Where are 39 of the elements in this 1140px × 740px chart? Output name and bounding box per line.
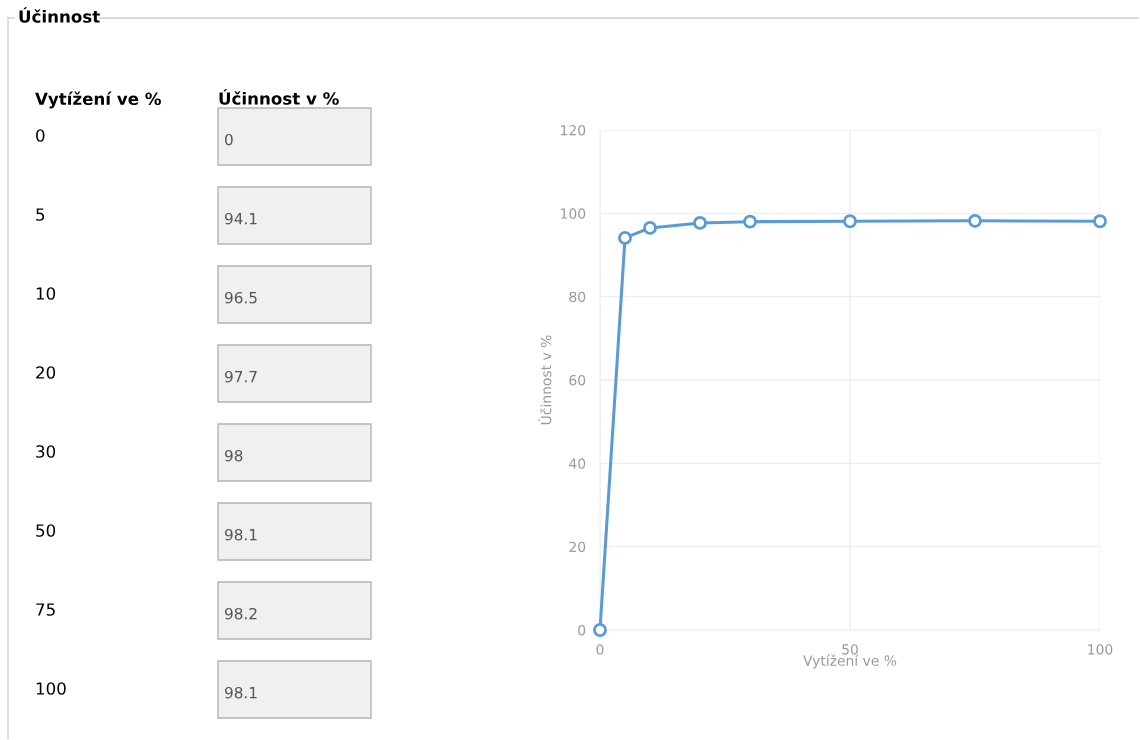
text: 98 — [224, 449, 243, 462]
text: 96.5 — [224, 291, 257, 304]
text: Účinnost v % — [219, 89, 339, 105]
x-tick-label: 50 — [842, 644, 858, 655]
text: 0 — [225, 133, 233, 146]
text: 10 — [36, 287, 56, 300]
y-tick-label: 60 — [569, 374, 586, 386]
text: 98.2 — [224, 607, 257, 620]
point — [843, 214, 857, 229]
y-tick-label: 20 — [569, 541, 586, 553]
point — [593, 623, 607, 637]
point — [1093, 214, 1107, 229]
text: 30 — [36, 445, 56, 458]
text: 97.7 — [224, 370, 257, 383]
point — [618, 230, 632, 245]
text: 50 — [36, 524, 56, 537]
y-tick-label: 120 — [561, 124, 586, 136]
x-axis-title: Vytížení ve % — [803, 654, 897, 669]
y-tick-label: 40 — [569, 458, 586, 469]
x-tick-label: 100 — [1088, 644, 1113, 655]
x-tick-label: 0 — [596, 644, 604, 655]
text: 94.1 — [224, 212, 257, 225]
text: Účinnost — [19, 7, 100, 23]
y-tick-label: 0 — [578, 624, 586, 636]
text: 98.1 — [224, 528, 257, 541]
text: 75 — [36, 603, 55, 616]
text: 100 — [36, 682, 66, 695]
text: Vytížení ve % — [35, 91, 161, 109]
point — [743, 214, 757, 229]
text: 98.1 — [224, 686, 257, 699]
point — [968, 213, 982, 228]
point — [643, 220, 657, 235]
y-tick-label: 100 — [561, 208, 586, 219]
text: 0 — [36, 129, 45, 142]
y-tick-label: 80 — [569, 291, 586, 303]
text: 20 — [36, 366, 56, 379]
text: 5 — [36, 208, 45, 221]
point — [693, 215, 707, 230]
y-axis-title: Účinnost v % — [538, 335, 552, 425]
